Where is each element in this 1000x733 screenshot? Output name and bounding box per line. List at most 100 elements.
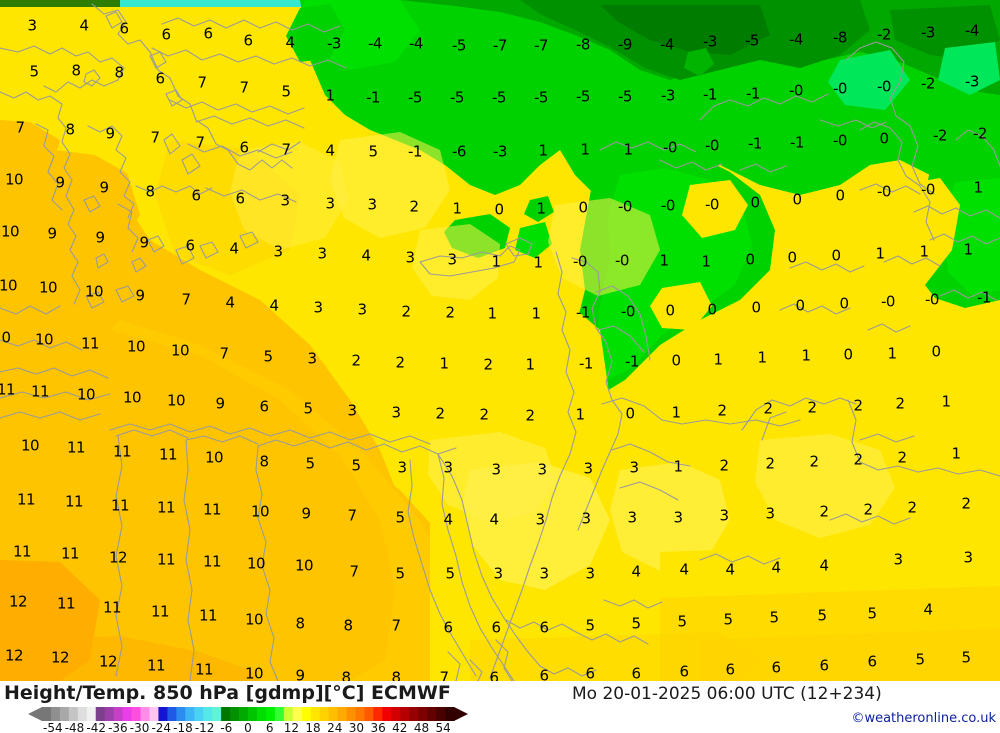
colorbar-swatch <box>274 707 285 721</box>
grid-value: 6 <box>239 138 249 157</box>
grid-value: 6 <box>819 656 829 675</box>
grid-value: 3 <box>397 458 407 477</box>
grid-value: 5 <box>303 399 313 418</box>
colorbar-swatch <box>221 707 231 721</box>
grid-value: 0 <box>707 300 717 319</box>
grid-value: 1 <box>963 240 973 259</box>
map-footer: Height/Temp. 850 hPa [gdmp][°C] ECMWF Mo… <box>0 681 1000 733</box>
grid-value: 1 <box>575 405 585 424</box>
grid-value: 1 <box>757 348 767 367</box>
colorbar-tick-label: 42 <box>392 721 408 733</box>
colorbar-swatch <box>131 707 141 721</box>
colorbar-tick-label: 24 <box>327 721 343 733</box>
grid-value: -0 <box>663 138 677 157</box>
grid-value: 6 <box>119 19 129 38</box>
colorbar-swatch <box>328 707 338 721</box>
grid-value: 10 <box>166 391 186 410</box>
grid-value: 2 <box>907 498 917 517</box>
grid-value: 11 <box>198 606 218 625</box>
grid-value: 12 <box>50 648 70 667</box>
grid-value: 8 <box>114 63 124 82</box>
grid-value: 5 <box>368 142 378 161</box>
grid-value: 0 <box>745 250 755 269</box>
grid-value: 3 <box>893 550 903 569</box>
grid-value: 6 <box>185 236 195 255</box>
grid-value: -8 <box>576 35 590 54</box>
grid-value: 2 <box>717 401 727 420</box>
grid-value: 11 <box>202 500 222 519</box>
grid-value: 4 <box>631 562 641 581</box>
grid-value: 11 <box>102 598 122 617</box>
temperature-map[interactable]: 3 4 6 6 6 6 4 -3 -4 -4 -5 -7 -7 -8 -9 -4 -3 -5 -4 -8 -2 -3 -4 5… <box>0 0 1000 681</box>
grid-value: 4 <box>229 239 239 258</box>
colorbar-swatch <box>355 707 365 721</box>
grid-value: 10 <box>244 664 264 681</box>
grid-value: 3 <box>627 508 637 527</box>
colorbar-swatch <box>50 707 61 721</box>
grid-value: -3 <box>921 23 935 42</box>
colorbar-swatch <box>337 707 347 721</box>
grid-value: 6 <box>203 24 213 43</box>
grid-value: 8 <box>391 668 401 681</box>
colorbar-swatch <box>319 707 330 721</box>
grid-value: 5 <box>961 648 971 667</box>
grid-value: 6 <box>259 397 269 416</box>
grid-value: -0 <box>573 252 587 271</box>
grid-value: 4 <box>79 16 89 35</box>
grid-value: 3 <box>581 509 591 528</box>
colorbar-tick-label: -36 <box>108 721 128 733</box>
colorbar-swatch <box>265 707 276 721</box>
grid-value: 1 <box>659 251 669 270</box>
grid-value: 8 <box>343 616 353 635</box>
grid-value: 2 <box>763 399 773 418</box>
grid-value: 9 <box>139 233 149 252</box>
grid-value: 0 <box>835 186 845 205</box>
grid-value: 1 <box>531 304 541 323</box>
grid-value: 12 <box>8 592 28 611</box>
grid-value: -0 <box>881 292 895 311</box>
grid-value: 11 <box>66 438 86 457</box>
grid-value: 5 <box>395 564 405 583</box>
grid-value: 10 <box>0 276 18 295</box>
grid-value: -5 <box>618 87 632 106</box>
colorbar-swatch <box>292 707 303 721</box>
colorbar-tick-label: 48 <box>413 721 430 733</box>
grid-value: 1 <box>941 392 951 411</box>
grid-value: 3 <box>347 401 357 420</box>
grid-value: 3 <box>765 504 775 523</box>
grid-value: -5 <box>452 36 466 55</box>
grid-value: 0 <box>750 193 760 212</box>
grid-value: 11 <box>202 552 222 571</box>
grid-value: 7 <box>439 668 449 681</box>
colorbar-tick-label: 36 <box>370 721 386 733</box>
colorbar-swatch <box>391 707 401 721</box>
grid-value: 9 <box>105 124 115 143</box>
grid-value: 11 <box>16 490 36 509</box>
grid-value: 2 <box>807 398 817 417</box>
grid-value: -3 <box>703 32 717 51</box>
colorbar-tick-label: 0 <box>244 721 252 733</box>
grid-value: 6 <box>489 668 499 681</box>
grid-value: 5 <box>631 614 641 633</box>
grid-value: 6 <box>679 662 689 681</box>
grid-value: 3 <box>537 460 547 479</box>
colorbar-swatch <box>364 707 374 721</box>
grid-value: -0 <box>877 77 891 96</box>
colorbar-tick-label: 18 <box>305 721 321 733</box>
grid-value: -3 <box>965 72 979 91</box>
grid-value: 2 <box>395 353 405 372</box>
grid-value: 3 <box>585 564 595 583</box>
grid-value: -7 <box>534 36 548 55</box>
grid-value: 2 <box>895 394 905 413</box>
colorbar-swatch <box>239 707 249 721</box>
grid-value: 2 <box>719 456 729 475</box>
grid-value: 1 <box>713 350 723 369</box>
grid-value: -1 <box>408 142 422 161</box>
colorbar-tick-label: -6 <box>220 721 233 733</box>
grid-value: 6 <box>491 618 501 637</box>
copyright-label: ©weatheronline.co.uk <box>851 711 996 726</box>
grid-value: 7 <box>281 140 291 159</box>
grid-value: 1 <box>951 444 961 463</box>
grid-value: 7 <box>391 616 401 635</box>
colorbar-swatch <box>283 707 294 721</box>
